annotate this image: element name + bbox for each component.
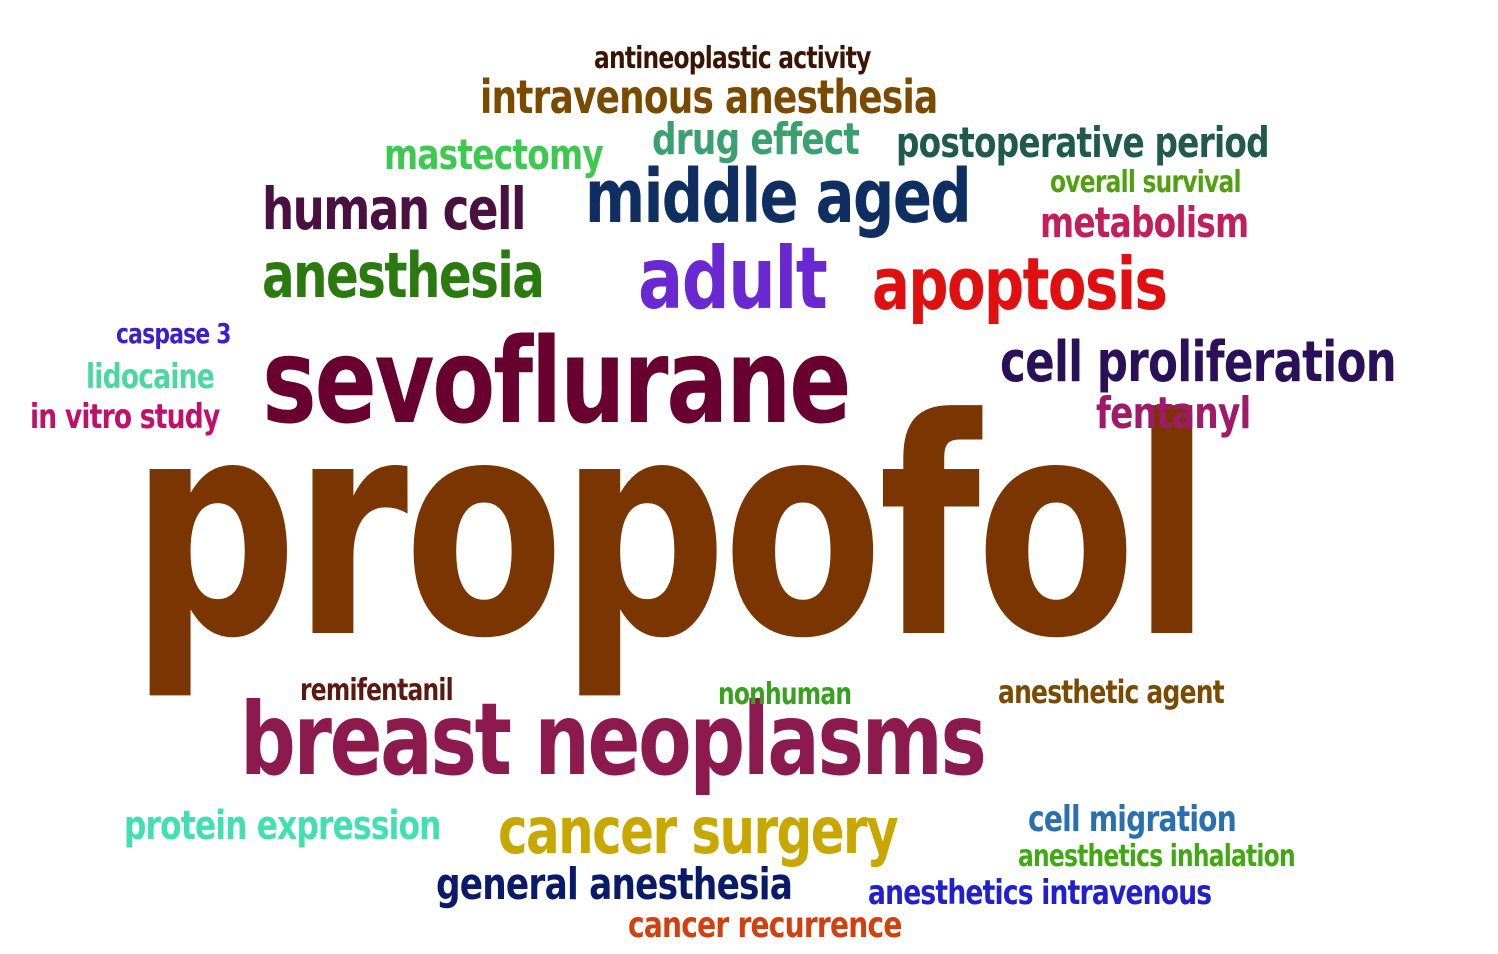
word-postoperative-period: postoperative period (896, 118, 1270, 167)
word-propofol: propofol (130, 355, 1212, 704)
word-breast-neoplasms: breast neoplasms (240, 681, 987, 798)
word-protein-expression: protein expression (124, 803, 441, 849)
word-lidocaine: lidocaine (86, 357, 215, 397)
word-anesthesia: anesthesia (262, 239, 545, 312)
word-antineoplastic-activity: antineoplastic activity (594, 41, 871, 76)
word-general-anesthesia: general anesthesia (436, 859, 793, 910)
word-cell-proliferation: cell proliferation (1000, 330, 1397, 395)
word-apoptosis: apoptosis (872, 242, 1168, 326)
word-middle-aged: middle aged (585, 154, 972, 240)
word-fentanyl: fentanyl (1096, 388, 1251, 439)
word-adult: adult (638, 229, 828, 329)
word-drug-effect: drug effect (652, 114, 860, 165)
word-overall-survival: overall survival (1050, 165, 1241, 200)
word-mastectomy: mastectomy (384, 130, 604, 179)
word-metabolism: metabolism (1040, 198, 1249, 247)
word-intravenous-anesthesia: intravenous anesthesia (480, 70, 938, 124)
word-remifentanil: remifentanil (300, 673, 454, 708)
word-nonhuman: nonhuman (718, 677, 852, 712)
word-in-vitro-study: in vitro study (30, 397, 220, 437)
word-cancer-recurrence: cancer recurrence (628, 905, 902, 946)
word-cancer-surgery: cancer surgery (498, 795, 899, 869)
word-human-cell: human cell (262, 175, 527, 243)
word-anesthetics-inhalation: anesthetics inhalation (1018, 839, 1296, 874)
word-anesthetic-agent: anesthetic agent (998, 673, 1225, 711)
word-anesthetics-intravenous: anesthetics intravenous (868, 873, 1212, 913)
word-cell-migration: cell migration (1028, 799, 1237, 840)
word-sevoflurane: sevoflurane (262, 312, 852, 450)
word-caspase-3: caspase 3 (116, 317, 231, 350)
